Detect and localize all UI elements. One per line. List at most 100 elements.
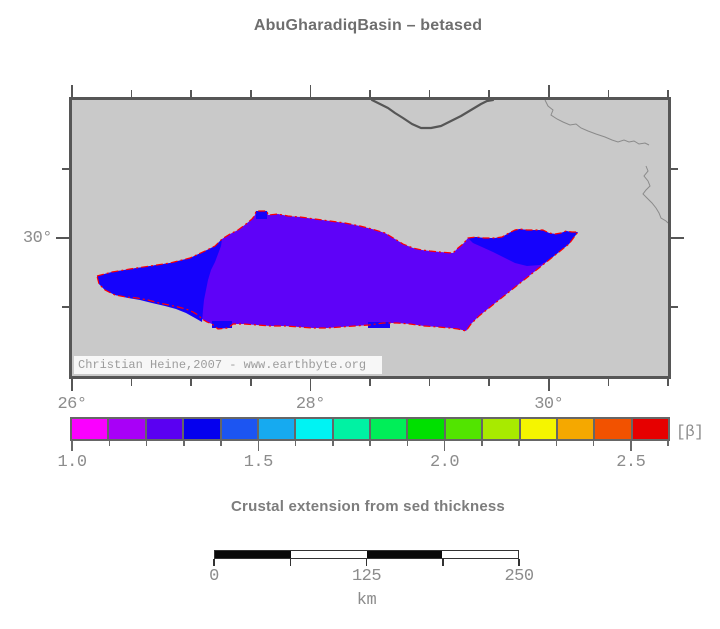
x-axis-tick [607, 379, 610, 386]
colorbar-segment [595, 419, 633, 439]
x-axis-tick [309, 85, 312, 97]
colorbar-tick [145, 441, 148, 446]
colorbar-segment [445, 419, 484, 439]
colorbar-tick-label: 2.0 [429, 453, 460, 472]
y-axis-tick [62, 306, 69, 308]
x-axis-tick [71, 379, 73, 391]
y-axis-tick [56, 237, 69, 239]
x-axis-tick [309, 379, 312, 391]
colorbar-segment [109, 419, 147, 439]
x-axis-tick [130, 90, 133, 97]
colorbar-unit-label: [β] [676, 423, 704, 441]
x-axis-tick [548, 379, 550, 391]
x-axis-tick [667, 90, 669, 97]
scale-bar-tick [289, 559, 291, 566]
x-axis-tick [369, 379, 371, 386]
x-axis-tick [548, 85, 550, 97]
colorbar-tick [294, 441, 297, 446]
x-axis-label: 26° [57, 395, 87, 414]
colorbar-tick [555, 441, 557, 446]
colorbar-tick [406, 441, 408, 446]
colorbar-segment [371, 419, 409, 439]
colorbar-segment [72, 419, 110, 439]
x-axis-label: 28° [295, 395, 326, 414]
x-axis-label: 30° [534, 395, 564, 414]
x-axis-tick [488, 379, 490, 386]
colorbar-tick-label: 2.5 [616, 453, 646, 472]
colorbar-tick [518, 441, 520, 446]
colorbar-tick [108, 441, 110, 446]
scale-bar-unit: km [356, 591, 377, 610]
colorbar-tick [443, 441, 446, 451]
colorbar-segment [408, 419, 446, 439]
basin-region-blue-west [97, 239, 222, 322]
scale-bar-label: 125 [351, 567, 382, 586]
colorbar-segment [146, 419, 185, 439]
colorbar-tick [71, 441, 73, 451]
colorbar-tick [220, 441, 222, 446]
basin-region-blue-patch [256, 211, 267, 219]
colorbar-segment [221, 419, 259, 439]
colorbar-segment [258, 419, 297, 439]
colorbar [70, 417, 670, 441]
scale-bar-segment [290, 551, 367, 558]
x-axis-tick [71, 85, 73, 97]
colorbar-segment [557, 419, 596, 439]
x-axis-tick [190, 379, 192, 386]
colorbar-segment [520, 419, 558, 439]
colorbar-tick [332, 441, 334, 446]
colorbar-tick [369, 441, 371, 446]
basin-outline-red [96, 210, 579, 332]
basin-region-violet [97, 211, 578, 331]
colorbar-segment [184, 419, 222, 439]
scale-bar-tick [442, 559, 444, 566]
colorbar-tick [257, 441, 259, 451]
scale-bar-label: 250 [504, 567, 534, 586]
y-axis-tick [671, 168, 678, 170]
scale-bar-segment [366, 551, 443, 558]
x-axis-tick [250, 379, 252, 386]
scale-bar-tick [213, 559, 215, 566]
basin-region-blue-patch [368, 322, 390, 328]
distance-scale-bar [214, 550, 519, 559]
colorbar-caption: Crustal extension from sed thickness [231, 498, 505, 515]
coastline [370, 100, 495, 130]
x-axis-tick [488, 90, 490, 97]
colorbar-tick-label: 1.5 [243, 453, 274, 472]
colorbar-tick-label: 1.0 [57, 453, 87, 472]
basin-region-blue-patch [212, 321, 232, 328]
colorbar-tick [630, 441, 632, 451]
colorbar-segment [483, 419, 521, 439]
x-axis-tick [428, 90, 431, 97]
y-axis-tick [671, 237, 684, 239]
x-axis-tick [607, 90, 610, 97]
watermark-credit: Christian Heine,2007 - www.earthbyte.org [74, 356, 382, 374]
colorbar-segment [333, 419, 371, 439]
scale-bar-segment [215, 551, 291, 558]
scale-bar-tick [518, 559, 520, 566]
colorbar-tick [481, 441, 483, 446]
colorbar-tick [183, 441, 185, 446]
map-frame: Christian Heine,2007 - www.earthbyte.org [69, 97, 671, 379]
colorbar-tick [592, 441, 595, 446]
scale-bar-segment [442, 551, 518, 558]
map-plot [96, 100, 668, 332]
x-axis-tick [130, 379, 133, 386]
scale-bar-tick [365, 559, 368, 566]
basin-region-blue-northeast [468, 229, 578, 266]
colorbar-segment [296, 419, 334, 439]
y-axis-tick [671, 306, 678, 308]
colorbar-tick [667, 441, 669, 446]
figure-title: AbuGharadiqBasin – betased [253, 17, 483, 34]
x-axis-tick [667, 379, 669, 386]
x-axis-tick [428, 379, 431, 386]
x-axis-tick [369, 90, 371, 97]
river-line [544, 100, 650, 146]
river-line [642, 165, 668, 224]
x-axis-tick [190, 90, 192, 97]
colorbar-segment [632, 419, 668, 439]
x-axis-tick [250, 90, 252, 97]
scale-bar-label: 0 [209, 567, 219, 586]
y-axis-tick [62, 168, 69, 170]
